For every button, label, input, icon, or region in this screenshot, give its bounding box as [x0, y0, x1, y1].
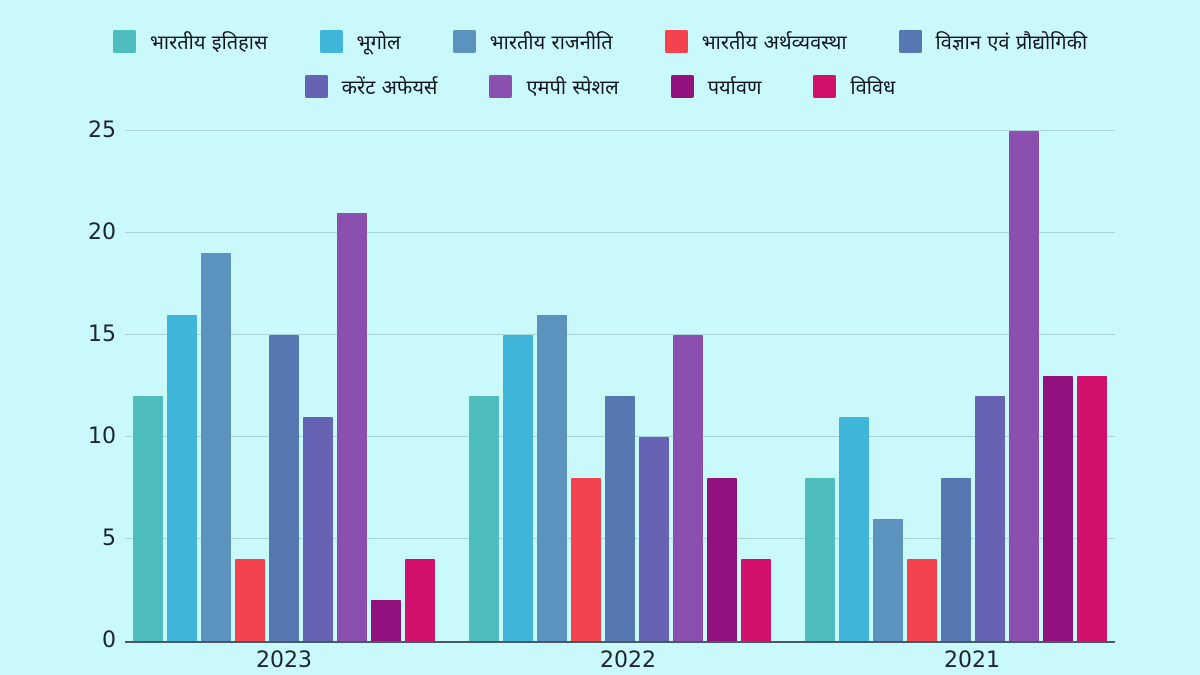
- bar-2022-series-2: [537, 314, 567, 641]
- legend-swatch-icon: [304, 75, 328, 98]
- legend-label: भूगोल: [356, 30, 401, 54]
- chart-legend: भारतीय इतिहास भूगोल भारतीय राजनीति भारतीय अ…: [0, 0, 1200, 100]
- legend-swatch-icon: [898, 30, 922, 53]
- bar-2023-series-5: [303, 416, 333, 641]
- bar-2022-series-8: [741, 559, 771, 641]
- x-axis: 2023 2022 2021: [125, 648, 1131, 673]
- legend-item-2: भारतीय राजनीति: [452, 28, 613, 55]
- bar-2023-series-3: [235, 559, 265, 641]
- bar-2023-series-7: [371, 600, 401, 641]
- legend-row-1: भारतीय इतिहास भूगोल भारतीय राजनीति भारतीय अ…: [0, 28, 1200, 55]
- bar-2022-series-3: [571, 477, 601, 641]
- x-axis-label-2022: 2022: [600, 648, 656, 673]
- bar-group-2023: [133, 131, 435, 641]
- bar-2021-series-0: [805, 477, 835, 641]
- bar-2023-series-2: [201, 253, 231, 641]
- bar-2022-series-4: [605, 396, 635, 641]
- bar-2023-series-6: [337, 212, 367, 641]
- bar-2021-series-2: [873, 518, 903, 641]
- bar-2021-series-3: [907, 559, 937, 641]
- bar-group-2022: [469, 131, 771, 641]
- x-axis-label-2021: 2021: [944, 648, 1000, 673]
- bar-2022-series-6: [673, 335, 703, 641]
- bar-2022-series-0: [469, 396, 499, 641]
- legend-item-1: भूगोल: [319, 28, 401, 55]
- x-axis-label-2023: 2023: [256, 648, 312, 673]
- legend-label: भारतीय इतिहास: [149, 30, 268, 54]
- bar-2023-series-1: [167, 314, 197, 641]
- legend-label: विविध: [850, 75, 896, 99]
- legend-item-8: विविध: [813, 73, 895, 100]
- bar-2022-series-7: [707, 477, 737, 641]
- legend-swatch-icon: [813, 75, 837, 98]
- legend-item-4: विज्ञान एवं प्रौद्योगिकी: [898, 28, 1088, 55]
- bar-2022-series-5: [639, 437, 669, 641]
- legend-label: भारतीय अर्थव्यवस्था: [701, 30, 847, 54]
- legend-label: भारतीय राजनीति: [489, 30, 613, 54]
- gridline-25: [125, 130, 1115, 131]
- y-axis-label-10: 10: [88, 424, 116, 449]
- bar-2021-series-1: [839, 416, 869, 641]
- bar-groups: [125, 131, 1115, 641]
- bar-2022-series-1: [503, 335, 533, 641]
- bar-group-2021: [805, 131, 1107, 641]
- legend-label: एमपी स्पेशल: [526, 75, 619, 99]
- y-axis-label-5: 5: [102, 526, 116, 551]
- legend-label: करेंट अफेयर्स: [341, 75, 438, 99]
- bar-2021-series-5: [975, 396, 1005, 641]
- legend-swatch-icon: [112, 30, 136, 53]
- legend-label: पर्यावण: [707, 75, 762, 99]
- legend-row-2: करेंट अफेयर्स एमपी स्पेशल पर्यावण विविध: [0, 73, 1200, 100]
- bar-2021-series-8: [1077, 375, 1107, 641]
- y-axis-label-15: 15: [88, 322, 116, 347]
- legend-item-0: भारतीय इतिहास: [112, 28, 268, 55]
- y-axis-label-25: 25: [88, 118, 116, 143]
- legend-swatch-icon: [319, 30, 343, 53]
- bar-2021-series-4: [941, 477, 971, 641]
- legend-item-6: एमपी स्पेशल: [489, 73, 619, 100]
- legend-label: विज्ञान एवं प्रौद्योगिकी: [935, 30, 1088, 54]
- legend-swatch-icon: [670, 75, 694, 98]
- bar-2023-series-8: [405, 559, 435, 641]
- bar-2023-series-4: [269, 335, 299, 641]
- y-axis: 0 5 10 15 20 25: [0, 120, 116, 652]
- legend-swatch-icon: [452, 30, 476, 53]
- y-axis-label-0: 0: [102, 628, 116, 653]
- bar-2021-series-7: [1043, 375, 1073, 641]
- legend-swatch-icon: [664, 30, 688, 53]
- gridline-15: [125, 334, 1115, 335]
- bar-2023-series-0: [133, 396, 163, 641]
- legend-item-5: करेंट अफेयर्स: [304, 73, 438, 100]
- plot-area: [125, 130, 1115, 643]
- y-axis-label-20: 20: [88, 220, 116, 245]
- legend-swatch-icon: [489, 75, 513, 98]
- legend-item-3: भारतीय अर्थव्यवस्था: [664, 28, 847, 55]
- gridline-20: [125, 232, 1115, 233]
- bar-2021-series-6: [1009, 131, 1039, 641]
- legend-item-7: पर्यावण: [670, 73, 762, 100]
